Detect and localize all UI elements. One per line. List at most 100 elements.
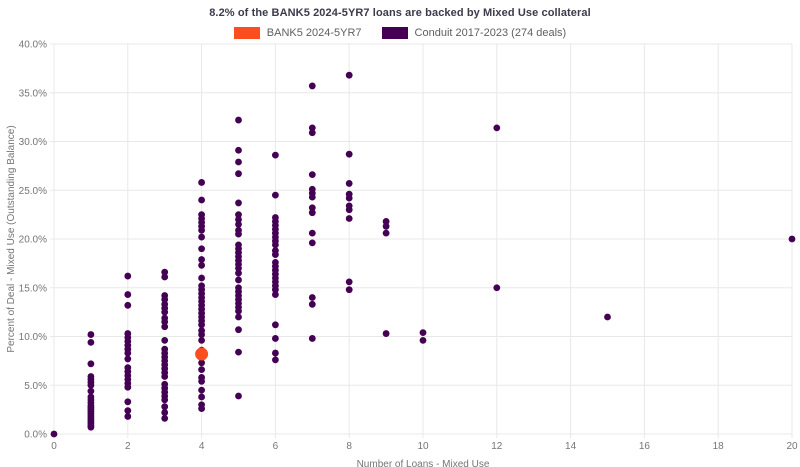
conduit-data-point [235, 116, 242, 124]
conduit-data-point [272, 335, 279, 342]
conduit-data-point [161, 373, 169, 380]
conduit-data-point [345, 278, 353, 286]
legend-item-bank5: BANK5 2024-5YR7 [233, 27, 362, 39]
conduit-data-point [604, 313, 611, 321]
conduit-data-point [419, 337, 427, 344]
conduit-data-point [87, 360, 95, 368]
conduit-data-point [161, 296, 169, 303]
x-tick-label: 18 [713, 441, 725, 452]
conduit-data-point [235, 392, 242, 400]
conduit-data-point [198, 337, 206, 344]
conduit-data-point [382, 330, 390, 337]
conduit-data-point [308, 82, 316, 90]
y-tick-label: 15.0% [19, 283, 47, 294]
conduit-data-point [198, 366, 206, 374]
x-tick-label: 2 [125, 441, 131, 452]
conduit-data-point [124, 272, 132, 280]
conduit-data-point [235, 230, 242, 238]
conduit-data-point [235, 199, 242, 207]
conduit-data-point [124, 407, 132, 414]
conduit-data-point [308, 171, 316, 179]
conduit-data-point [161, 308, 169, 316]
x-tick-label: 4 [199, 441, 205, 452]
conduit-data-point [235, 146, 242, 154]
conduit-data-point [161, 318, 169, 326]
y-tick-label: 30.0% [19, 137, 47, 148]
conduit-data-point [345, 71, 353, 79]
y-tick-label: 0.0% [24, 430, 47, 441]
conduit-data-point [87, 381, 95, 389]
conduit-data-point [161, 403, 169, 411]
conduit-data-point [308, 300, 316, 308]
conduit-data-point [198, 233, 206, 241]
conduit-data-point [198, 377, 206, 385]
legend-item-conduit: Conduit 2017-2023 (274 deals) [381, 27, 566, 39]
conduit-data-point [308, 193, 316, 201]
x-tick-label: 12 [491, 441, 503, 452]
conduit-data-point [235, 264, 242, 272]
y-tick-label: 35.0% [19, 88, 47, 99]
conduit-data-point [198, 321, 206, 329]
bank5-data-point [195, 347, 209, 361]
conduit-data-point [345, 180, 353, 187]
conduit-data-point [308, 124, 316, 132]
conduit-data-point [235, 269, 242, 277]
conduit-data-point [235, 348, 242, 356]
conduit-data-point [87, 338, 95, 346]
conduit-data-point [308, 209, 316, 217]
conduit-data-point [272, 291, 279, 298]
conduit-data-point [198, 261, 206, 269]
conduit-data-point [419, 329, 427, 336]
x-tick-label: 0 [51, 441, 57, 452]
y-axis-title: Percent of Deal - Mixed Use (Outstanding… [6, 125, 17, 352]
conduit-data-point [308, 239, 316, 247]
conduit-data-point [198, 331, 206, 338]
y-tick-label: 40.0% [19, 40, 47, 51]
conduit-data-point [272, 151, 279, 159]
conduit-data-point [308, 335, 316, 342]
conduit-data-point [198, 179, 206, 186]
conduit-data-point [308, 294, 316, 301]
conduit-data-point [161, 323, 169, 331]
y-tick-label: 20.0% [19, 235, 47, 246]
y-tick-label: 25.0% [19, 186, 47, 197]
conduit-data-point [124, 349, 132, 357]
conduit-data-point [124, 355, 132, 363]
conduit-data-point [235, 170, 242, 178]
conduit-data-point [87, 423, 95, 431]
conduit-data-point [161, 337, 169, 344]
conduit-data-point [308, 229, 316, 237]
conduit-data-point [382, 218, 390, 225]
conduit-data-point [198, 393, 206, 401]
conduit-data-point [161, 396, 169, 404]
conduit-data-point [235, 158, 242, 166]
y-tick-label: 10.0% [19, 332, 47, 343]
conduit-data-point [198, 405, 206, 413]
x-tick-label: 8 [346, 441, 352, 452]
conduit-data-point [198, 386, 206, 394]
conduit-data-point [308, 204, 316, 212]
conduit-data-point [161, 409, 169, 416]
conduit-data-point [124, 301, 132, 309]
conduit-data-point [345, 194, 353, 202]
conduit-data-point [87, 331, 95, 338]
conduit-data-point [345, 206, 353, 214]
conduit-data-point [235, 211, 242, 219]
legend-swatch-conduit [381, 27, 408, 39]
conduit-data-point [161, 415, 169, 422]
conduit-data-point [198, 226, 206, 234]
conduit-data-point [235, 220, 242, 228]
conduit-data-point [124, 291, 132, 298]
conduit-data-point [345, 150, 353, 158]
conduit-data-point [198, 274, 206, 282]
conduit-data-point [198, 196, 206, 204]
conduit-data-point [235, 326, 242, 334]
conduit-data-point [124, 413, 132, 420]
x-tick-label: 14 [565, 441, 577, 452]
conduit-data-point [493, 124, 501, 132]
conduit-data-point [788, 235, 796, 243]
legend-label-bank5: BANK5 2024-5YR7 [266, 27, 362, 39]
x-axis-title: Number of Loans - Mixed Use [357, 459, 490, 467]
conduit-data-point [198, 245, 206, 253]
